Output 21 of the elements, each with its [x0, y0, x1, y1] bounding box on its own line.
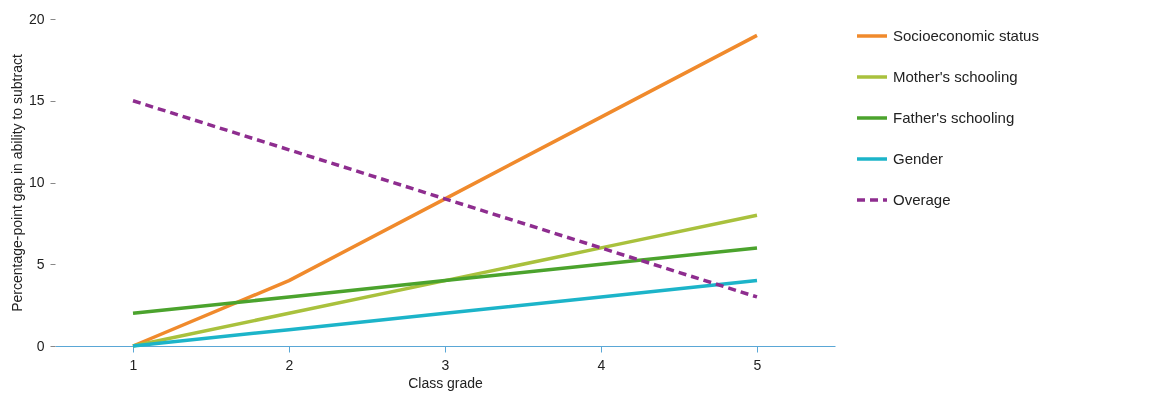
y-tick-label: 0: [36, 337, 45, 354]
line-series: [131, 246, 759, 316]
legend-label: Gender: [893, 150, 944, 167]
x-tick-label: 4: [597, 356, 606, 373]
line-series: [131, 33, 759, 348]
line-series: [131, 99, 759, 299]
x-tick-label: 3: [441, 356, 450, 373]
legend-label: Overage: [893, 191, 951, 208]
y-tick-label: 10: [28, 174, 45, 190]
x-tick-label: 1: [129, 356, 138, 373]
legend-label: Mother's schooling: [893, 68, 1018, 85]
x-tick-label: 5: [753, 356, 762, 373]
legend-label: Father's schooling: [893, 109, 1015, 126]
legend-label: Socioeconomic status: [893, 27, 1039, 44]
line-series: [131, 278, 759, 348]
x-axis-title: Class grade: [408, 374, 484, 391]
y-tick-label: 5: [36, 255, 45, 272]
y-tick-label: 20: [28, 10, 45, 27]
y-tick-label: 15: [28, 92, 45, 109]
x-tick-label: 2: [285, 356, 294, 373]
y-axis-title: Percentage-point gap in ability to subtract: [8, 54, 25, 312]
